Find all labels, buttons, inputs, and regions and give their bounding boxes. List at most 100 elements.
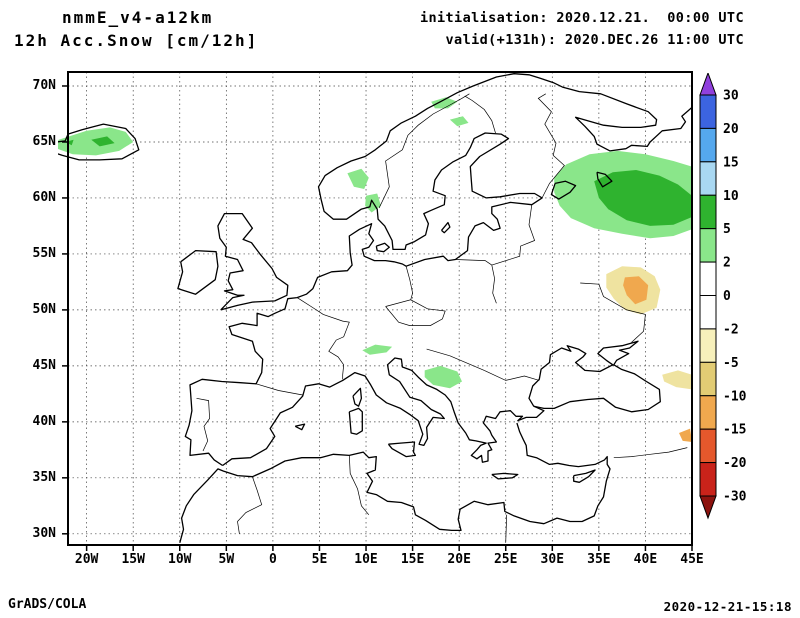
patch-caucasus-thaw	[662, 370, 692, 390]
colorbar-label: -10	[723, 389, 747, 404]
lon-axis-label: 10W	[168, 552, 192, 567]
initialisation-time: initialisation: 2020.12.21. 00:00 UTC	[419, 10, 744, 26]
lat-axis-label: 50N	[32, 301, 56, 317]
model-title: nmmE_v4-a12km	[62, 8, 214, 27]
border-baltics-russia	[491, 204, 536, 266]
patch-lapland-snow-a	[431, 97, 458, 109]
colorbar-segment	[699, 228, 717, 263]
map-plot-area	[46, 62, 706, 558]
coast-corsica	[352, 387, 363, 407]
coast-black-sea	[528, 340, 661, 413]
lat-axis-label: 65N	[32, 133, 56, 149]
colorbar-segment	[699, 428, 717, 464]
lat-axis-label: 40N	[32, 413, 56, 429]
border-ukraine-russia	[580, 282, 646, 343]
border-sweden-finland	[464, 95, 496, 134]
lon-axis-label: 35E	[587, 552, 611, 567]
field-title: 12h Acc.Snow [cm/12h]	[14, 31, 259, 50]
colorbar-label: -15	[723, 423, 746, 438]
lat-axis-label: 35N	[32, 469, 56, 485]
lon-axis-label: 45E	[680, 552, 704, 567]
lon-axis-label: 5W	[218, 552, 235, 567]
patch-norway-snow-a	[347, 168, 369, 189]
colorbar-label: 5	[723, 222, 731, 237]
border-serbia-romania	[449, 355, 485, 371]
coast-zealand	[375, 242, 390, 253]
patch-lapland-snow-b	[449, 116, 469, 127]
coast-lake-ladoga	[550, 180, 577, 200]
lon-axis-label: 15W	[121, 552, 145, 567]
colorbar-segment	[699, 462, 717, 497]
coast-britain	[217, 212, 289, 311]
colorbar-segment	[699, 94, 717, 129]
colorbar-arrow-up-icon	[699, 71, 717, 96]
border-spain-france	[255, 383, 303, 396]
coast-crete	[491, 472, 519, 480]
europe-map-svg	[46, 71, 693, 551]
colorbar-segment	[699, 194, 717, 230]
valid-time: valid(+131h): 2020.DEC.26 11:00 UTC	[445, 32, 744, 48]
patch-iceland-snow-core	[91, 136, 115, 147]
patch-anatolia-thaw	[679, 428, 692, 442]
lon-axis-label: 30E	[540, 552, 565, 567]
coast-ireland	[177, 249, 219, 295]
colorbar-label: 15	[723, 155, 739, 170]
colorbar-label: -20	[723, 456, 747, 471]
border-algeria-tunisia	[348, 455, 370, 516]
border-romania-bulgaria	[484, 370, 540, 381]
border-turkey-syria	[613, 447, 688, 459]
border-germany-poland	[405, 266, 413, 300]
patch-alps-snow	[362, 344, 393, 355]
patch-balkan-snow	[424, 365, 462, 389]
colorbar-label: 2	[723, 256, 731, 271]
lat-axis-label: 45N	[32, 357, 56, 373]
lon-axis-label: 20E	[447, 552, 471, 567]
colorbar-segment	[699, 161, 717, 196]
lon-axis-label: 0	[268, 552, 277, 567]
colorbar-arrow-down-icon	[699, 495, 717, 520]
plot-frame	[67, 71, 693, 546]
colorbar-segment	[699, 127, 717, 163]
colorbar-segment	[699, 361, 717, 397]
coast-gotland	[441, 221, 451, 234]
colorbar-segment	[699, 261, 717, 296]
lon-axis-label: 15E	[400, 552, 425, 567]
colorbar-segment	[699, 395, 717, 430]
colorbar-label: -30	[723, 490, 747, 505]
lat-axis-label: 70N	[32, 77, 56, 93]
colorbar-label: 0	[723, 289, 731, 304]
lat-axis-label: 55N	[32, 245, 56, 261]
lon-axis-label: 25E	[493, 552, 518, 567]
border-libya-egypt	[505, 514, 508, 543]
coast-sicily	[387, 441, 417, 458]
lon-axis-label: 20W	[74, 552, 99, 567]
border-norway-sweden	[378, 93, 470, 209]
border-czechia	[385, 299, 446, 326]
coast-mallorca	[294, 423, 306, 431]
patch-iceland-snow-core-2	[65, 139, 74, 146]
border-finland-russia	[537, 93, 565, 199]
coast-atlantic-baltic-arctic	[184, 73, 693, 467]
border-morocco-algeria	[237, 476, 263, 534]
coast-sardinia	[348, 407, 363, 435]
colorbar-segment	[699, 295, 717, 330]
creation-timestamp: 2020-12-21-15:18	[663, 599, 792, 614]
border-hungary-croatia	[426, 348, 450, 357]
colorbar-label: 30	[723, 89, 739, 104]
colorbar: 30 20 15 10 5 2 0 -2 -5 -10 -15 -20 -30	[698, 71, 750, 583]
lat-axis-label: 30N	[32, 525, 56, 541]
colorbar-label: 20	[723, 122, 739, 137]
coast-lake-onega	[596, 171, 613, 188]
coast-cyprus	[573, 469, 596, 483]
border-poland-lithuania	[455, 259, 492, 266]
lat-axis-label: 60N	[32, 189, 56, 205]
patch-russia-snow-core	[594, 170, 692, 226]
colorbar-segment	[699, 328, 717, 363]
colorbar-label: -2	[723, 322, 739, 337]
border-portugal-spain	[196, 397, 210, 452]
grads-credit: GrADS/COLA	[8, 597, 87, 612]
coast-turkey-levant-africa	[179, 422, 611, 543]
lon-axis-label: 10E	[354, 552, 378, 567]
